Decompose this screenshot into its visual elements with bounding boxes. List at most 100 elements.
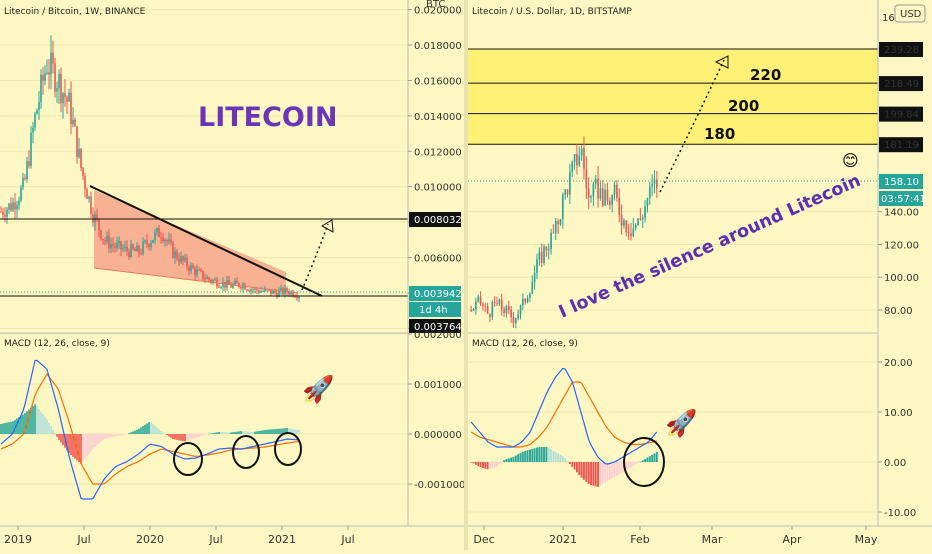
left-candle-body	[110, 244, 112, 249]
right-x-tick-label: Feb	[630, 533, 649, 546]
left-candle-body	[292, 291, 294, 297]
right-macd-histogram-bar	[573, 462, 576, 470]
right-macd-histogram-bar	[625, 462, 628, 471]
left-time-axis[interactable]: 2019 Jul 2020 Jul 2021 Jul	[4, 526, 355, 546]
right-level-badge-bg	[879, 106, 923, 122]
right-macd-histogram-bar	[597, 462, 600, 487]
left-candle-body	[88, 196, 90, 199]
right-candle-body	[524, 298, 527, 303]
left-price-axis[interactable]: 0.020000 0.018000 0.016000 0.014000 0.012000…	[407, 0, 465, 526]
left-candle-body	[252, 289, 254, 291]
left-x-tick-label: 2021	[268, 533, 296, 546]
arrow-head-icon	[320, 219, 334, 233]
left-candle-body	[50, 52, 52, 75]
left-price-pane[interactable]: Litecoin / Bitcoin, 1W, BINANCE LITECOIN	[0, 7, 408, 329]
left-candle-body	[52, 52, 54, 64]
right-macd-histogram-bar	[477, 462, 480, 467]
left-candle-body	[62, 93, 64, 104]
right-macd-histogram-bar	[514, 455, 517, 462]
right-price-grid	[468, 178, 878, 311]
right-candle-body	[646, 198, 649, 207]
left-macd-histogram-bar	[64, 434, 66, 448]
left-macd-histogram-bar	[254, 431, 256, 434]
left-candle-body	[154, 232, 156, 241]
right-candle-body	[599, 188, 602, 199]
right-candle-body	[500, 299, 503, 310]
left-macd-histogram-bar	[40, 411, 42, 434]
left-macd-histogram-bar	[228, 432, 230, 434]
left-candle-body	[264, 288, 266, 292]
left-macd-histogram-bar	[198, 434, 200, 437]
panel-divider[interactable]	[464, 0, 468, 550]
left-macd-histogram-bar	[266, 429, 268, 434]
left-candle-body	[256, 288, 258, 291]
left-macd-histogram-bar	[162, 432, 164, 434]
left-chart-title: Litecoin / Bitcoin, 1W, BINANCE	[4, 7, 146, 17]
right-macd-histogram-bar	[634, 462, 637, 465]
left-candle-body	[152, 240, 154, 243]
left-macd-histogram-bar	[128, 433, 130, 434]
right-x-tick-label: Dec	[473, 533, 494, 546]
left-macd-histogram-bar	[286, 428, 288, 434]
right-macd-histogram-bar	[632, 462, 635, 466]
left-candle-body	[56, 88, 58, 92]
right-candle-body	[477, 296, 480, 302]
right-candle-body	[505, 306, 508, 314]
left-macd-histogram-bar	[98, 434, 100, 444]
right-macd-histogram-bar	[592, 462, 595, 486]
right-macd-histogram-bar	[566, 461, 569, 462]
left-macd-histogram-bar	[202, 434, 204, 436]
left-candle-body	[54, 63, 56, 92]
right-macd-histogram-bar	[599, 462, 602, 486]
right-price-tick-partial: 16	[882, 13, 895, 24]
right-level-badge-label: 239.28	[884, 45, 919, 56]
right-macd-pane[interactable]: MACD (12, 26, close, 9) 🚀	[468, 339, 878, 513]
right-candle-body	[547, 248, 550, 251]
left-candle-body	[12, 202, 14, 211]
left-macd-histogram-bar	[216, 432, 218, 434]
left-candle-body	[28, 161, 30, 166]
right-time-axis[interactable]: Dec 2021 Feb Mar Apr May	[473, 526, 878, 546]
right-level-lines	[468, 48, 878, 145]
left-macd-histogram-bar	[22, 414, 24, 434]
left-candle-body	[208, 277, 210, 280]
left-candle-body	[158, 228, 160, 238]
left-candle-body	[254, 288, 256, 290]
right-candle-body	[639, 218, 642, 220]
left-candle-body	[298, 296, 300, 299]
right-macd-histogram-bar	[578, 462, 581, 476]
right-macd-histogram-bar	[594, 462, 597, 487]
left-macd-histogram-bar	[232, 432, 234, 434]
left-macd-histogram-bar	[50, 426, 52, 434]
right-candle-body	[517, 313, 519, 319]
right-macd-histogram-bar	[655, 452, 658, 462]
left-macd-histogram-bar	[86, 434, 88, 457]
right-candle-body	[522, 298, 524, 306]
left-candle-body	[142, 241, 144, 254]
right-candle-body	[475, 301, 477, 309]
currency-button[interactable]: USD	[894, 4, 926, 23]
left-macd-histogram-bar	[170, 434, 172, 438]
left-candle-body	[82, 167, 84, 177]
right-macd-line	[470, 367, 658, 465]
left-candle-body	[294, 296, 296, 298]
left-macd-histogram-bar	[152, 424, 154, 434]
right-macd-histogram-bar	[472, 462, 475, 464]
left-macd-histogram-bar	[184, 434, 186, 442]
rocket-icon: 🚀	[302, 374, 334, 405]
left-macd-histogram-bar	[192, 434, 194, 439]
right-macd-histogram-bar	[505, 459, 508, 462]
right-candle-body	[543, 246, 545, 263]
left-candle-body	[234, 280, 236, 285]
left-price-tick-label: 0.010000	[414, 183, 462, 194]
left-candle-body	[184, 257, 186, 261]
left-macd-histogram-bar	[272, 429, 274, 434]
left-candle-body	[174, 251, 176, 258]
left-x-tick-label: 2019	[4, 533, 32, 546]
left-macd-pane[interactable]: MACD (12, 26, close, 9) 🚀	[0, 333, 408, 500]
left-macd-histogram-bar	[30, 407, 32, 434]
left-macd-histogram-bar	[118, 434, 120, 436]
right-macd-histogram-bar	[618, 462, 621, 475]
